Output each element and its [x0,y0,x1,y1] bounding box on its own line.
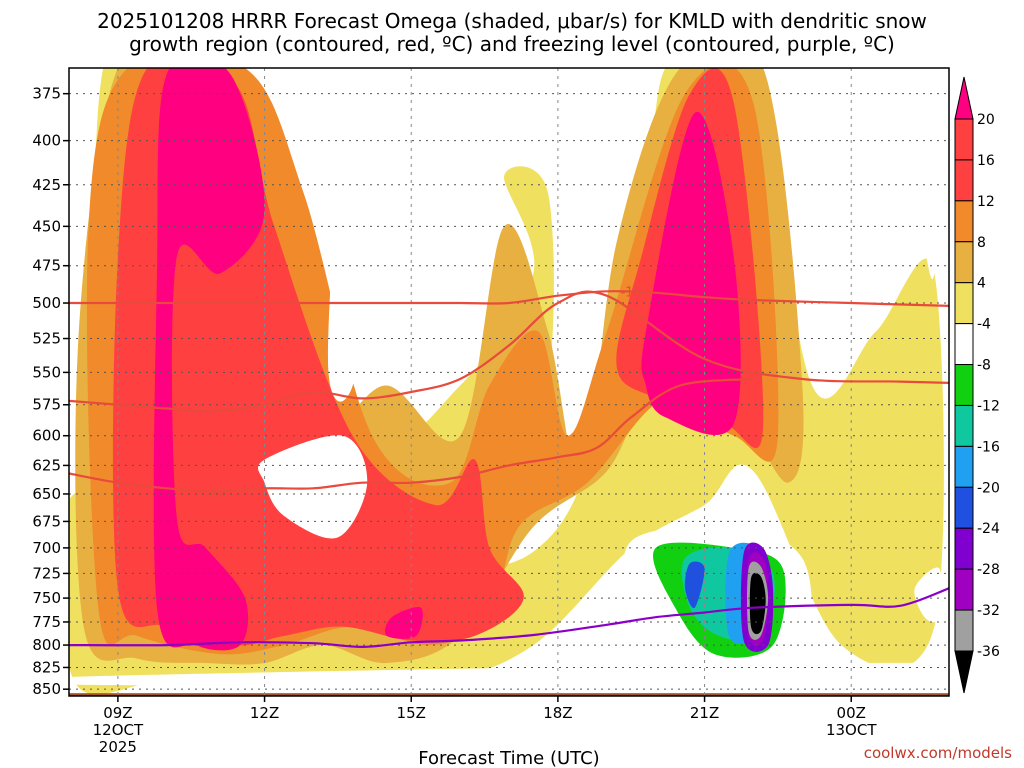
chart-title-line2: growth region (contoured, red, ºC) and f… [129,32,895,56]
colorbar-label-4: 4 [977,276,986,292]
colorbar-swatch-6 [954,323,974,366]
plot-frame [68,67,950,697]
omega-region-9 [327,68,373,402]
colorbar: 20 16 12 8 4 -4 -8 -12 -16 -20 -24 -28 -32 -36 [954,76,1000,694]
colorbar-swatch-8 [954,404,974,447]
colorbar-label-12: -32 [977,603,1000,619]
x-tick-label-21-0: 21Z [690,704,719,722]
dgz-contour-0 [69,290,949,307]
contours: -18 -12 [69,285,949,649]
colorbar-label-8: -16 [977,439,1000,455]
colorbar-swatch-7 [954,364,974,406]
y-tick-label-375: 375 [32,85,61,103]
colorbar-swatch-11 [954,527,974,570]
colorbar-label-2: 12 [977,194,995,210]
y-tick-label-675: 675 [32,512,61,530]
y-tick-label-800: 800 [32,636,61,654]
y-tick-label-850: 850 [32,680,61,698]
colorbar-top-arrow [954,76,974,120]
colorbar-label-13: -36 [977,644,1000,660]
y-tick-label-425: 425 [32,176,61,194]
colorbar-label-0: 20 [977,112,995,128]
x-axis-label: Forecast Time (UTC) [418,748,599,768]
x-tick-label-9-2: 2025 [99,738,137,756]
omega-region-10 [257,435,368,539]
omega-region-7 [641,111,741,436]
x-tick-label-12-0: 12Z [250,704,279,722]
colorbar-label-9: -20 [977,480,1000,496]
y-tick-label-825: 825 [32,658,61,676]
y-tick-label-550: 550 [32,363,61,381]
x-tick-label-15-0: 15Z [397,704,426,722]
colorbar-label-5: -4 [977,317,991,333]
dgz-contour-label-2: -12 [205,486,226,501]
colorbar-label-3: 8 [977,235,986,251]
omega-region-8 [384,607,423,639]
colorbar-swatch-3 [954,200,974,243]
colorbar-swatch-4 [954,241,974,284]
colorbar-label-11: -28 [977,562,1000,578]
x-tick-label-24-0: 00Z [837,704,866,722]
y-tick-label-700: 700 [32,539,61,557]
omega-region-23 [749,572,766,635]
colorbar-swatch-1 [954,118,974,161]
freezing-level-contour [69,587,949,649]
colorbar-swatch-9 [954,445,974,488]
y-tick-label-625: 625 [32,456,61,474]
y-tick-label-500: 500 [32,294,61,312]
y-tick-label-400: 400 [32,132,61,150]
omega-region-14 [914,567,942,623]
omega-region-12 [800,89,833,356]
colorbar-swatch-2 [954,159,974,202]
y-tick-label-650: 650 [32,485,61,503]
y-tick-label-575: 575 [32,396,61,414]
omega-region-6 [153,68,265,651]
chart-title-line1: 2025101208 HRRR Forecast Omega (shaded, … [97,9,927,33]
colorbar-label-10: -24 [977,521,1000,537]
y-tick-label-750: 750 [32,589,61,607]
dgz-contour-1 [69,290,949,413]
colorbar-swatch-10 [954,486,974,529]
colorbar-label-7: -12 [977,398,1000,414]
y-tick-label-775: 775 [32,613,61,631]
dgz-contour-label-0: -18 [621,285,642,300]
colorbar-swatch-5 [954,282,974,325]
x-tick-label-9-0: 09Z [103,704,132,722]
colorbar-label-1: 16 [977,153,995,169]
x-tick-label-9-1: 12OCT [93,721,144,739]
y-tick-label-525: 525 [32,330,61,348]
x-tick-label-18-0: 18Z [543,704,572,722]
omega-region-15 [69,662,949,687]
plot-area: -18 -12 [69,68,949,696]
colorbar-label-6: -8 [977,358,991,374]
dgz-contour-2 [69,377,754,493]
colorbar-swatch-13 [954,609,974,652]
credit-text: coolwx.com/models [864,744,1012,762]
y-axis: 375 400 425 450 475 500 525 550 575 600 625 650 675 7… [32,85,69,698]
ground-band [69,693,949,696]
omega-shading [69,68,949,696]
y-tick-label-725: 725 [32,564,61,582]
y-tick-label-450: 450 [32,217,61,235]
colorbar-swatch-12 [954,568,974,611]
y-tick-label-600: 600 [32,427,61,445]
colorbar-bottom-arrow [954,650,974,694]
y-tick-label-475: 475 [32,257,61,275]
x-tick-label-24-1: 13OCT [826,721,877,739]
